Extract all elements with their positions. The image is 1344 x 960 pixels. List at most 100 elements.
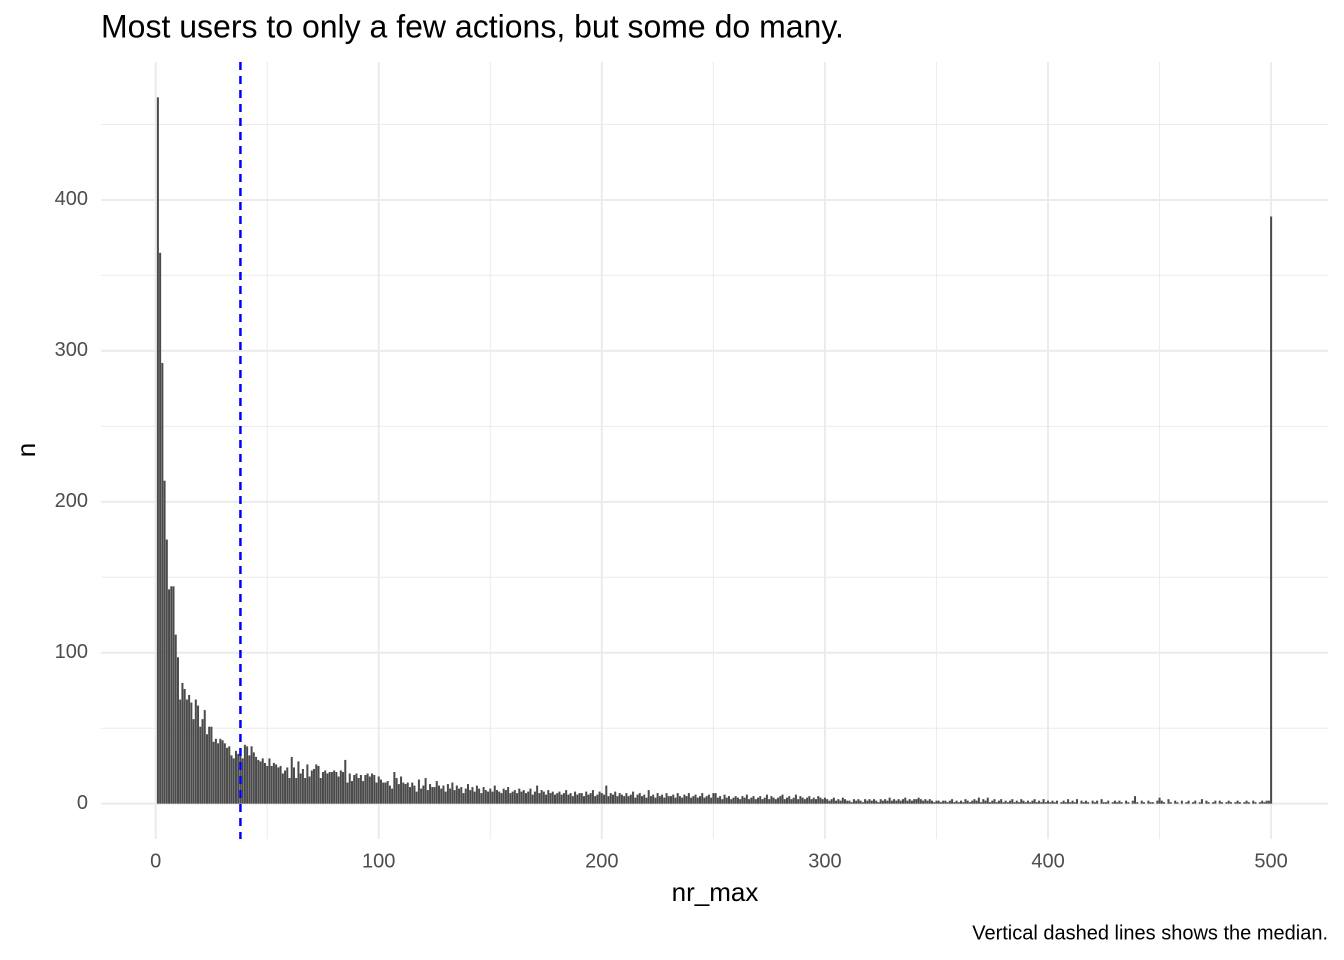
- bar: [672, 794, 675, 804]
- bar: [437, 785, 440, 804]
- bar: [355, 773, 358, 804]
- bar: [1064, 802, 1067, 804]
- bar: [942, 800, 945, 804]
- bar: [1134, 796, 1137, 804]
- bar: [297, 761, 300, 804]
- bar: [654, 797, 657, 804]
- bar: [1040, 802, 1043, 804]
- bar: [1160, 800, 1163, 804]
- bar: [779, 796, 782, 804]
- bar: [850, 802, 853, 804]
- bar: [259, 761, 262, 804]
- bar: [484, 790, 487, 804]
- bar: [1192, 802, 1195, 804]
- caption: Vertical dashed lines shows the median.: [972, 922, 1328, 944]
- bar: [765, 794, 768, 804]
- bar: [589, 793, 592, 804]
- bar: [948, 800, 951, 804]
- bar: [861, 802, 864, 804]
- bar: [1060, 802, 1063, 804]
- bar: [170, 586, 173, 804]
- bar: [1247, 802, 1250, 804]
- bar: [161, 362, 164, 804]
- bar: [1049, 802, 1052, 804]
- bar: [359, 775, 362, 804]
- bar: [830, 799, 833, 804]
- bar: [576, 794, 579, 804]
- bar: [1102, 802, 1105, 804]
- bar: [304, 778, 307, 804]
- bar: [955, 800, 958, 804]
- bar: [1051, 800, 1054, 804]
- bar: [960, 800, 963, 804]
- bar: [464, 788, 467, 804]
- bar: [509, 793, 512, 804]
- y-tick-label: 0: [77, 792, 88, 814]
- bar: [248, 755, 251, 804]
- bar: [310, 770, 313, 804]
- bar: [723, 794, 726, 804]
- bar: [931, 800, 934, 804]
- bar: [1185, 802, 1188, 804]
- bar: [817, 796, 820, 804]
- bar: [435, 781, 438, 804]
- bar: [313, 768, 316, 804]
- bar: [1044, 802, 1047, 804]
- bar: [281, 773, 284, 804]
- bar: [1055, 800, 1058, 804]
- bar: [462, 793, 465, 804]
- bar: [1022, 800, 1025, 804]
- bar: [473, 791, 476, 804]
- bar: [1131, 800, 1134, 804]
- bar: [692, 796, 695, 804]
- bar: [587, 794, 590, 804]
- bar: [855, 800, 858, 804]
- bar: [1035, 802, 1038, 804]
- bar: [640, 796, 643, 804]
- bar: [357, 778, 360, 804]
- bar: [275, 764, 278, 804]
- bar: [681, 797, 684, 804]
- bar: [217, 743, 220, 804]
- bar: [232, 758, 235, 804]
- bar: [553, 794, 556, 804]
- bar: [397, 784, 400, 804]
- bar: [199, 726, 202, 804]
- bar: [1107, 800, 1110, 804]
- bar: [727, 796, 731, 804]
- bar: [174, 634, 177, 804]
- bar: [770, 796, 773, 804]
- bar: [971, 800, 974, 804]
- bar: [716, 797, 719, 804]
- bar: [159, 252, 162, 804]
- bar: [453, 790, 456, 804]
- bar: [910, 800, 913, 804]
- bar: [495, 790, 498, 804]
- bar: [989, 802, 992, 804]
- bar: [511, 791, 514, 804]
- bar: [471, 787, 474, 804]
- bar: [643, 794, 646, 804]
- bar: [832, 797, 835, 804]
- bar: [489, 788, 492, 804]
- bar: [674, 797, 677, 804]
- bar: [618, 793, 621, 804]
- bar: [540, 790, 543, 804]
- bar: [569, 793, 572, 804]
- bar: [330, 771, 333, 804]
- bar: [625, 793, 628, 804]
- y-tick-label: 100: [55, 641, 88, 663]
- bar: [698, 796, 702, 804]
- bar: [400, 776, 403, 804]
- bar: [263, 762, 266, 804]
- bar: [286, 767, 289, 804]
- bar: [984, 800, 987, 804]
- bar: [707, 794, 710, 804]
- bar: [803, 799, 806, 804]
- bar: [864, 799, 867, 804]
- bar: [1062, 800, 1065, 804]
- bar: [752, 796, 755, 804]
- bar: [156, 97, 159, 804]
- bar: [212, 741, 215, 804]
- bar: [295, 778, 298, 804]
